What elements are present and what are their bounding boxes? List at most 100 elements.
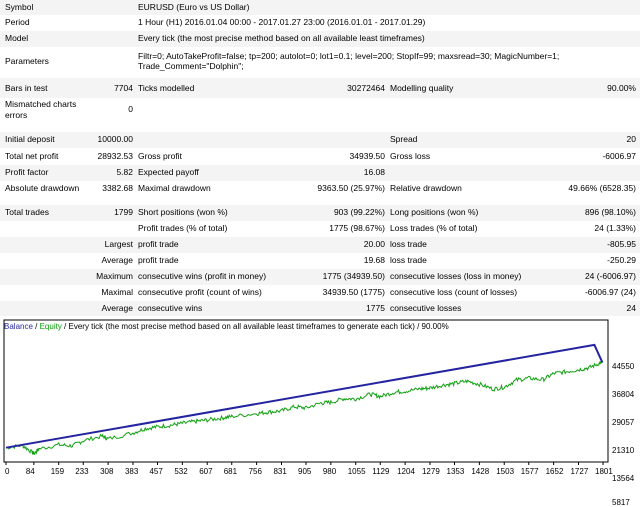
maximum-label: Maximum — [96, 271, 133, 281]
x-tick-label: 1503 — [496, 467, 515, 476]
total-trades-label: Total trades — [5, 207, 49, 217]
maximal-label: Maximal — [101, 287, 133, 297]
initial-deposit-value: 10000.00 — [97, 134, 133, 144]
y-tick-label: 36804 — [612, 390, 635, 399]
largest-label: Largest — [104, 239, 133, 249]
model-value: Every tick (the most precise method base… — [138, 33, 425, 43]
report-row-maximum: Maximum consecutive wins (profit in mone… — [0, 269, 640, 285]
chart-frame — [3, 319, 609, 463]
gross-loss-label: Gross loss — [390, 151, 431, 161]
abs-drawdown-value: 3382.68 — [102, 183, 133, 193]
report-row-mismatched: Mismatched charts errors 0 — [0, 98, 640, 122]
profit-factor-value: 5.82 — [116, 167, 133, 177]
x-tick-label: 681 — [223, 467, 238, 476]
parameters-value-continued: Trade_Comment="Dolphin"; — [138, 61, 244, 71]
largest-profit-label: profit trade — [138, 239, 179, 249]
short-positions-value: 903 (99.22%) — [333, 207, 385, 217]
avg-consec-wins-value: 1775 — [366, 303, 385, 313]
bars-label: Bars in test — [5, 83, 48, 93]
maximal-consec-loss-label: consecutive loss (count of losses) — [390, 287, 518, 297]
spread-label: Spread — [390, 134, 418, 144]
x-tick-label: 0 — [5, 467, 10, 476]
model-label: Model — [5, 33, 29, 43]
x-tick-label: 457 — [149, 467, 163, 476]
period-label: Period — [5, 17, 30, 27]
x-tick-label: 905 — [298, 467, 312, 476]
y-tick-label: 29057 — [612, 418, 635, 427]
gross-profit-label: Gross profit — [138, 151, 182, 161]
abs-drawdown-label: Absolute drawdown — [5, 183, 80, 193]
chart-legend: Balance / Equity / Every tick (the most … — [4, 322, 449, 331]
avg-consec-losses-value: 24 — [626, 303, 636, 313]
x-tick-label: 84 — [25, 467, 35, 476]
average-profit-value: 19.68 — [363, 255, 385, 265]
x-tick-label: 1353 — [446, 467, 465, 476]
average-loss-value: -250.29 — [607, 255, 636, 265]
maximal-consec-loss-value: -6006.97 (24) — [584, 287, 636, 297]
quality-value: 90.00% — [607, 83, 636, 93]
chart-canvas — [3, 319, 609, 465]
ticks-label: Ticks modelled — [138, 83, 195, 93]
average-label: Average — [101, 255, 133, 265]
rel-drawdown-value: 49.66% (6528.35) — [568, 183, 636, 193]
max-drawdown-label: Maximal drawdown — [138, 183, 211, 193]
mismatch-value: 0 — [128, 104, 133, 114]
profit-factor-label: Profit factor — [5, 167, 49, 177]
y-tick-label: 5817 — [612, 498, 630, 507]
max-consec-wins-value: 1775 (34939.50) — [322, 271, 385, 281]
x-tick-label: 1428 — [471, 467, 490, 476]
long-positions-label: Long positions (won %) — [390, 207, 479, 217]
report-row-profit-factor: Profit factor 5.82 Expected payoff 16.08 — [0, 165, 640, 181]
loss-trades-value: 24 (1.33%) — [594, 223, 636, 233]
symbol-value: EURUSD (Euro vs US Dollar) — [138, 2, 250, 12]
max-consec-losses-value: 24 (-6006.97) — [584, 271, 636, 281]
x-tick-label: 383 — [124, 467, 139, 476]
report-row-symbol: Symbol EURUSD (Euro vs US Dollar) — [0, 0, 640, 15]
legend-balance: Balance — [4, 322, 33, 331]
x-tick-label: 980 — [322, 467, 337, 476]
legend-equity: Equity — [39, 322, 62, 331]
report-row-total-trades: Total trades 1799 Short positions (won %… — [0, 205, 640, 221]
loss-trades-label: Loss trades (% of total) — [390, 223, 478, 233]
y-tick-label: 13564 — [612, 474, 635, 483]
x-tick-label: 159 — [50, 467, 65, 476]
report-row-net-profit: Total net profit 28932.53 Gross profit 3… — [0, 148, 640, 165]
legend-description: / Every tick (the most precise method ba… — [61, 322, 449, 331]
net-profit-label: Total net profit — [5, 151, 59, 161]
profit-trades-label: Profit trades (% of total) — [138, 223, 228, 233]
parameters-value: Filtr=0; AutoTakeProfit=false; tp=200; a… — [138, 51, 560, 61]
x-tick-label: 756 — [248, 467, 262, 476]
report-row-model: Model Every tick (the most precise metho… — [0, 31, 640, 47]
report-row-average-consecutive: Average consecutive wins 1775 consecutiv… — [0, 301, 640, 316]
x-tick-label: 532 — [174, 467, 188, 476]
expected-payoff-value: 16.08 — [363, 167, 385, 177]
max-drawdown-value: 9363.50 (25.97%) — [317, 183, 385, 193]
bars-value: 7704 — [114, 83, 133, 93]
gross-loss-value: -6006.97 — [602, 151, 636, 161]
symbol-label: Symbol — [5, 2, 34, 12]
report-row-deposit: Initial deposit 10000.00 Spread 20 — [0, 132, 640, 148]
report-row-maximal: Maximal consecutive profit (count of win… — [0, 285, 640, 301]
avg-consec-losses-label: consecutive losses — [390, 303, 462, 313]
balance-series-line — [5, 343, 604, 449]
avg-consec-wins-label: consecutive wins — [138, 303, 203, 313]
x-tick-label: 1577 — [520, 467, 539, 476]
largest-profit-value: 20.00 — [363, 239, 385, 249]
ticks-value: 30272464 — [347, 83, 385, 93]
x-tick-label: 308 — [100, 467, 114, 476]
report-row-average: Average profit trade 19.68 loss trade -2… — [0, 253, 640, 269]
report-row-drawdown: Absolute drawdown 3382.68 Maximal drawdo… — [0, 181, 640, 197]
rel-drawdown-label: Relative drawdown — [390, 183, 462, 193]
x-tick-label: 1204 — [397, 467, 415, 476]
maximal-consec-profit-label: consecutive profit (count of wins) — [138, 287, 262, 297]
report-row-parameters: Parameters Filtr=0; AutoTakeProfit=false… — [0, 47, 640, 77]
x-tick-label: 233 — [75, 467, 89, 476]
strategy-report: Symbol EURUSD (Euro vs US Dollar) Period… — [0, 0, 640, 316]
x-tick-label: 831 — [273, 467, 287, 476]
equity-series-line — [5, 359, 603, 456]
max-consec-wins-label: consecutive wins (profit in money) — [138, 271, 267, 281]
gross-profit-value: 34939.50 — [349, 151, 385, 161]
report-row-largest: Largest profit trade 20.00 loss trade -8… — [0, 237, 640, 253]
quality-label: Modelling quality — [390, 83, 454, 93]
mismatch-label: Mismatched charts — [5, 99, 77, 109]
